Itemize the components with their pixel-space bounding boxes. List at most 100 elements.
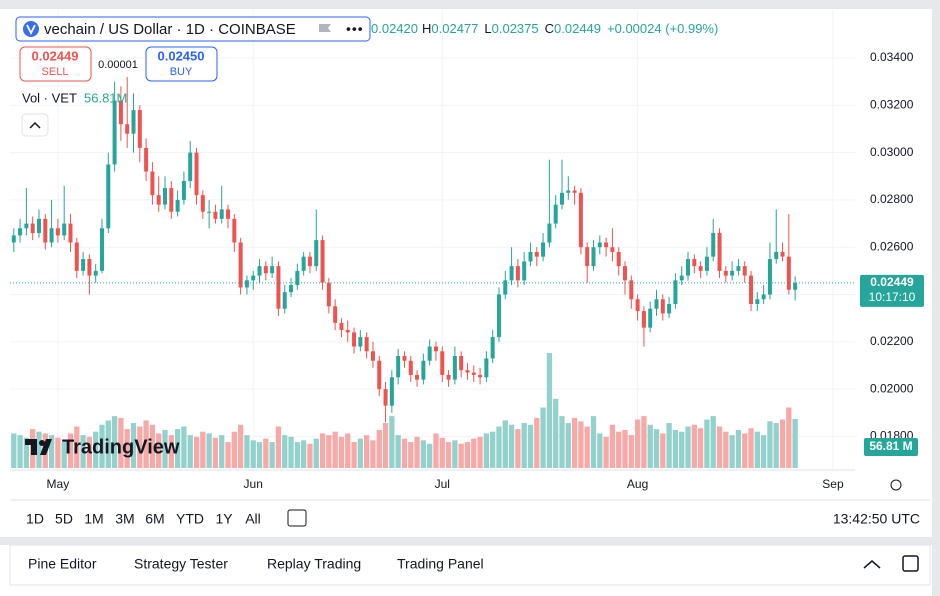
volume-bar	[584, 426, 590, 468]
candle-body	[251, 275, 256, 281]
candle-body	[528, 251, 533, 262]
symbol-box[interactable]	[15, 16, 371, 42]
volume-bar	[36, 431, 42, 468]
candle-body	[440, 351, 445, 375]
flag-icon[interactable]	[319, 24, 331, 32]
volume-bar	[294, 442, 300, 468]
buy-button[interactable]	[145, 46, 218, 82]
candle-body	[597, 242, 602, 248]
date-range-icon[interactable]	[287, 509, 307, 527]
candle-body	[131, 110, 136, 134]
candle-body	[43, 218, 48, 243]
volume-bar	[477, 436, 483, 468]
candle-body	[534, 251, 539, 257]
candle-body	[81, 259, 86, 271]
symbol-title[interactable]: vechain / US Dollar · 1D · COINBASE	[44, 21, 296, 38]
candle-body	[774, 251, 779, 260]
panel-maximize-icon[interactable]	[902, 555, 919, 572]
chart-layer: 0.03400 0.03200 0.03000 0.02800 0.02600 0.024…	[10, 10, 924, 491]
candle-body	[87, 259, 92, 276]
candle-body	[156, 195, 161, 205]
candle-body	[389, 377, 394, 406]
volume-bar	[609, 424, 616, 468]
buy-price: 0.02450	[158, 48, 205, 63]
panel-tab[interactable]: Trading Panel	[397, 556, 484, 572]
range-button[interactable]: 1M	[84, 511, 103, 527]
candle-body	[314, 240, 319, 267]
close-value: 0.02449	[554, 21, 601, 36]
collapse-button[interactable]	[21, 113, 49, 137]
range-button[interactable]: All	[245, 511, 261, 527]
volume-bar	[111, 416, 118, 468]
panel-collapse-icon[interactable]	[863, 560, 881, 569]
settings-icon[interactable]	[890, 479, 902, 491]
right-frame	[932, 0, 940, 596]
y-tick-label: 0.02800	[870, 192, 914, 206]
candle-body	[99, 228, 104, 271]
volume-bar	[483, 433, 490, 468]
range-button[interactable]: 1D	[26, 511, 44, 527]
candle-body	[181, 180, 186, 200]
bottom-panel	[9, 544, 931, 586]
volume-bar	[345, 433, 351, 468]
volume-bar	[282, 435, 288, 468]
candle-body	[755, 299, 760, 304]
volume-bar	[527, 424, 534, 468]
volume-label-box	[864, 438, 918, 456]
range-button[interactable]: 3M	[115, 511, 134, 527]
candle-body	[629, 280, 634, 300]
panel-tab[interactable]: Pine Editor	[28, 556, 97, 572]
candle-body	[295, 270, 300, 286]
candle-body	[24, 223, 29, 229]
volume-bar	[748, 428, 754, 468]
candle-body	[623, 266, 628, 281]
volume-bar	[86, 436, 93, 468]
volume-bar	[300, 440, 307, 468]
volume-bar	[427, 443, 433, 468]
candle-body	[503, 280, 508, 295]
volume-bar	[118, 417, 124, 468]
sell-button[interactable]	[19, 46, 92, 82]
candle-body	[667, 303, 672, 314]
candle-body	[200, 195, 205, 212]
more-icon[interactable]: •••	[346, 21, 364, 37]
panel-tab[interactable]: Replay Trading	[267, 556, 361, 572]
candle-body	[74, 242, 79, 271]
range-button[interactable]: 6M	[145, 511, 164, 527]
y-tick-label: 0.02200	[870, 334, 914, 348]
candle-body	[553, 204, 558, 224]
logo-icon	[25, 439, 52, 455]
volume-bar	[578, 421, 584, 468]
volume-bar	[452, 440, 458, 468]
candle-body	[465, 370, 470, 373]
candle-body	[585, 247, 590, 267]
volume-bar	[710, 416, 716, 468]
candle-body	[408, 360, 413, 375]
candle-body	[289, 285, 294, 293]
candle-body	[415, 374, 420, 380]
volume-bar	[685, 426, 691, 468]
range-button[interactable]: YTD	[176, 511, 204, 527]
volume-bar	[571, 417, 578, 468]
volume-bar	[269, 442, 275, 468]
candle-body	[11, 235, 16, 243]
volume-bar	[666, 423, 672, 468]
candle-body	[604, 242, 609, 248]
volume-bar	[206, 433, 212, 468]
candle-body	[163, 188, 168, 205]
candle-body	[307, 256, 312, 267]
candle-body	[333, 306, 338, 323]
volume-bar	[55, 437, 61, 468]
volume-bar	[464, 442, 471, 468]
candle-body	[692, 259, 697, 267]
candle-body	[641, 311, 646, 328]
clock[interactable]: 13:42:50 UTC	[833, 511, 920, 527]
range-button[interactable]: 5D	[55, 511, 73, 527]
top-frame	[0, 0, 940, 9]
range-button[interactable]: 1Y	[215, 511, 233, 527]
panel-tab[interactable]: Strategy Tester	[134, 556, 228, 572]
volume-bar	[124, 429, 130, 468]
volume-bar	[773, 423, 779, 468]
candle-body	[352, 332, 357, 347]
